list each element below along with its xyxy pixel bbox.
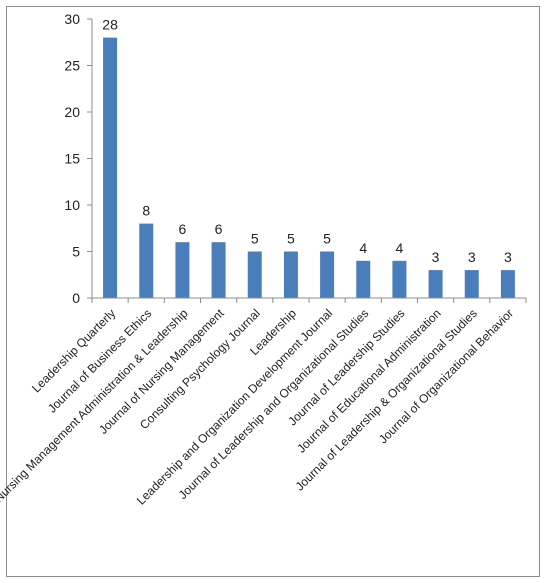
data-labels: 28 8 6 6 5 5 5 4 4 3 3 3 [102,17,512,266]
bar [103,37,118,298]
bar [139,223,154,298]
y-tick-label: 25 [64,58,80,74]
y-tick-label: 0 [72,290,80,306]
data-label: 6 [179,221,187,237]
data-label: 3 [504,249,512,265]
bar [211,242,226,298]
data-label: 8 [142,203,150,219]
data-label: 5 [251,231,259,247]
data-label: 4 [359,240,367,256]
bar [500,270,515,298]
data-label: 4 [396,240,404,256]
data-label: 3 [432,249,440,265]
y-tick-label: 5 [72,244,80,260]
x-axis [91,297,527,303]
data-label: 3 [468,249,476,265]
bar [247,251,262,298]
data-label: 28 [102,17,118,33]
y-tick-label: 30 [64,11,80,27]
y-tick-label: 10 [64,197,80,213]
chart-frame [6,6,540,577]
bar [175,242,190,298]
y-axis: 0 5 10 15 20 25 30 [64,11,93,306]
bar [356,260,371,298]
bar [392,260,407,298]
bar [428,270,443,298]
category-label: Journal of Organizational Behavior [376,306,516,446]
data-label: 5 [323,231,331,247]
data-label: 5 [287,231,295,247]
bar [464,270,479,298]
y-tick-label: 15 [64,151,80,167]
data-label: 6 [215,221,223,237]
y-tick-label: 20 [64,104,80,120]
bar [320,251,335,298]
bars [103,37,515,298]
bar [283,251,298,298]
